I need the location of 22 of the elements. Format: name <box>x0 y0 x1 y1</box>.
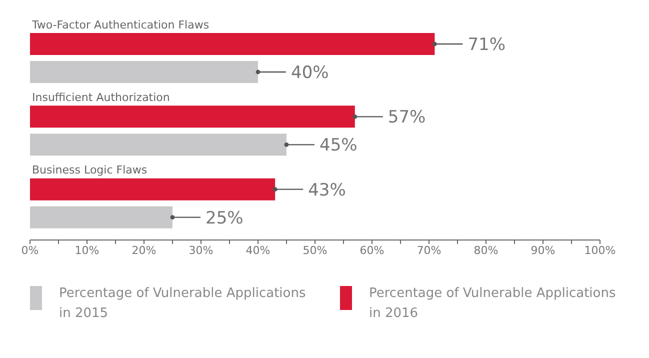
x-tick-label: 50% <box>302 244 328 257</box>
x-tick-label: 0% <box>21 244 39 257</box>
x-tick-label: 80% <box>474 244 498 257</box>
data-label: 43% <box>308 180 346 200</box>
data-label: 71% <box>468 35 506 55</box>
data-label: 45% <box>320 136 358 156</box>
x-tick-label: 90% <box>530 244 556 257</box>
x-tick-label: 100% <box>584 244 616 257</box>
x-tick-label: 70% <box>416 244 442 257</box>
legend-label: Percentage of Vulnerable Applications in 2016 <box>369 285 617 323</box>
x-tick-label: 60% <box>360 244 384 257</box>
data-label: 57% <box>388 108 426 128</box>
y-tick-label: Insufficient Authorization <box>32 91 170 104</box>
x-tick-label: 20% <box>132 244 156 257</box>
y-tick-label: Two-Factor Authentication Flaws <box>31 18 210 32</box>
data-label: 40% <box>291 63 329 83</box>
y-tick-label: Business Logic Flaws <box>32 164 148 177</box>
x-tick-label: 40% <box>246 244 270 257</box>
x-tick-label: 10% <box>74 244 100 257</box>
data-label: 25% <box>206 208 244 228</box>
legend-label: Percentage of Vulnerable Applications in 2015 <box>59 285 307 323</box>
x-tick-label: 30% <box>188 244 214 257</box>
